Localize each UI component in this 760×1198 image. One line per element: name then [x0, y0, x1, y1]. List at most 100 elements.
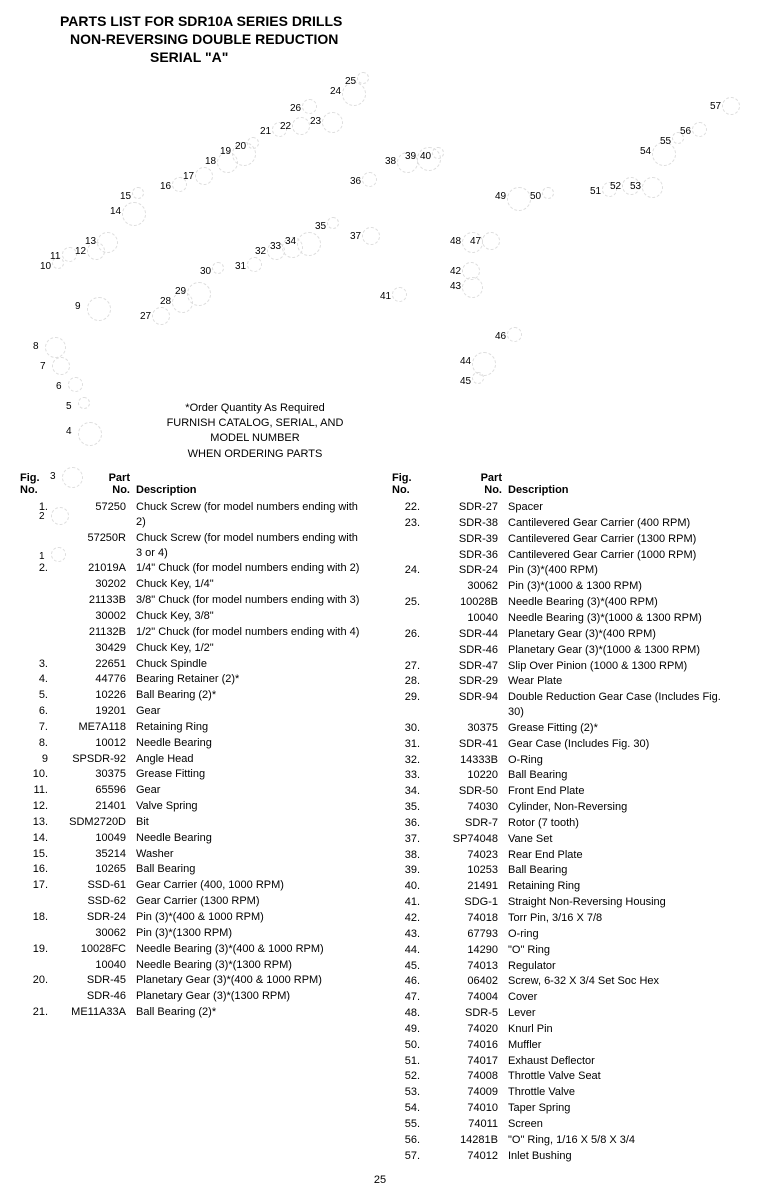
part-desc: O-ring — [508, 926, 740, 942]
part-desc: Cantilevered Gear Carrier (400 RPM) — [508, 515, 740, 531]
table-row: SDR-39Cantilevered Gear Carrier (1300 RP… — [392, 531, 740, 547]
table-row: 11.65596Gear — [20, 783, 368, 799]
table-row: 34.SDR-50Front End Plate — [392, 784, 740, 800]
part-no: SDR-38 — [434, 515, 508, 531]
part-no: 21133B — [62, 593, 136, 609]
part-shape — [482, 232, 500, 250]
part-no: 30202 — [62, 577, 136, 593]
callout-26: 26 — [290, 103, 301, 114]
part-no: 74020 — [434, 1021, 508, 1037]
part-no: 30375 — [434, 720, 508, 736]
callout-32: 32 — [255, 246, 266, 257]
part-no: SPSDR-92 — [62, 751, 136, 767]
fig-no — [392, 547, 434, 563]
table-row: 13.SDM2720DBit — [20, 814, 368, 830]
part-desc: Cantilevered Gear Carrier (1300 RPM) — [508, 531, 740, 547]
part-desc: Chuck Key, 3/8" — [136, 608, 368, 624]
fig-no: 39. — [392, 863, 434, 879]
table-row: 40.21491Retaining Ring — [392, 879, 740, 895]
part-desc: Planetary Gear (3)*(1300 RPM) — [136, 989, 368, 1005]
callout-44: 44 — [460, 356, 471, 367]
table-row: 24.SDR-24Pin (3)*(400 RPM) — [392, 563, 740, 579]
part-desc: Chuck Key, 1/2" — [136, 640, 368, 656]
part-desc: Knurl Pin — [508, 1021, 740, 1037]
table-row: 10040Needle Bearing (3)*(1300 RPM) — [20, 957, 368, 973]
part-desc: Cantilevered Gear Carrier (1000 RPM) — [508, 547, 740, 563]
fig-no: 37. — [392, 831, 434, 847]
part-desc: Wear Plate — [508, 674, 740, 690]
fig-no: 22. — [392, 500, 434, 516]
table-row: 16.10265Ball Bearing — [20, 862, 368, 878]
part-no: SDR-39 — [434, 531, 508, 547]
callout-29: 29 — [175, 286, 186, 297]
part-no: 10226 — [62, 688, 136, 704]
fig-no: 20. — [20, 973, 62, 989]
part-no: SDR-27 — [434, 500, 508, 516]
table-row: 51.74017Exhaust Deflector — [392, 1053, 740, 1069]
table-row: 56.14281B"O" Ring, 1/16 X 5/8 X 3/4 — [392, 1132, 740, 1148]
part-shape — [195, 167, 213, 185]
fig-no: 57. — [392, 1148, 434, 1164]
table-row: SDR-46Planetary Gear (3)*(1000 & 1300 RP… — [392, 642, 740, 658]
fig-no: 40. — [392, 879, 434, 895]
part-no: 30429 — [62, 640, 136, 656]
callout-55: 55 — [660, 136, 671, 147]
part-desc: Throttle Valve — [508, 1085, 740, 1101]
part-desc: Vane Set — [508, 831, 740, 847]
callout-16: 16 — [160, 181, 171, 192]
part-no: 14281B — [434, 1132, 508, 1148]
part-desc: Double Reduction Gear Case (Includes Fig… — [508, 690, 740, 721]
part-no: SDM2720D — [62, 814, 136, 830]
table-row: 46.06402Screw, 6-32 X 3/4 Set Soc Hex — [392, 974, 740, 990]
fig-no: 12. — [20, 799, 62, 815]
fig-no: 35. — [392, 800, 434, 816]
fig-no: 6. — [20, 704, 62, 720]
fig-no: 47. — [392, 990, 434, 1006]
fig-no: 44. — [392, 942, 434, 958]
part-no: SP74048 — [434, 831, 508, 847]
fig-no: 26. — [392, 626, 434, 642]
callout-48: 48 — [450, 236, 461, 247]
callout-30: 30 — [200, 266, 211, 277]
part-desc: Planetary Gear (3)*(1000 & 1300 RPM) — [508, 642, 740, 658]
callout-45: 45 — [460, 376, 471, 387]
fig-no: 52. — [392, 1069, 434, 1085]
part-no: 30002 — [62, 608, 136, 624]
part-no: 74030 — [434, 800, 508, 816]
part-desc: Valve Spring — [136, 799, 368, 815]
order-note-line-3: MODEL NUMBER — [135, 431, 375, 446]
part-desc: Gear — [136, 704, 368, 720]
part-shape — [292, 117, 310, 135]
part-no: 22651 — [62, 656, 136, 672]
part-no: SDR-36 — [434, 547, 508, 563]
fig-no: 32. — [392, 752, 434, 768]
table-row: 17.SSD-61Gear Carrier (400, 1000 RPM) — [20, 878, 368, 894]
fig-no — [20, 593, 62, 609]
part-desc: Regulator — [508, 958, 740, 974]
table-row: 3.22651Chuck Spindle — [20, 656, 368, 672]
parts-table-left: Fig.No. PartNo. Description 1.57250Chuck… — [20, 471, 368, 1164]
callout-6: 6 — [56, 381, 62, 392]
table-row: 33.10220Ball Bearing — [392, 768, 740, 784]
fig-no: 53. — [392, 1085, 434, 1101]
table-row: 32.14333BO-Ring — [392, 752, 740, 768]
part-shape — [247, 137, 259, 149]
table-row: 21133B3/8" Chuck (for model numbers endi… — [20, 593, 368, 609]
part-desc: Needle Bearing — [136, 830, 368, 846]
part-desc: Gear Case (Includes Fig. 30) — [508, 736, 740, 752]
fig-no: 4. — [20, 672, 62, 688]
fig-no — [20, 957, 62, 973]
part-desc: Angle Head — [136, 751, 368, 767]
ordering-note: *Order Quantity As Required FURNISH CATA… — [135, 401, 375, 463]
callout-23: 23 — [310, 116, 321, 127]
table-row: 53.74009Throttle Valve — [392, 1085, 740, 1101]
callout-22: 22 — [280, 121, 291, 132]
fig-no: 50. — [392, 1037, 434, 1053]
part-desc: Gear Carrier (1300 RPM) — [136, 894, 368, 910]
fig-no — [20, 640, 62, 656]
part-desc: Ball Bearing — [508, 768, 740, 784]
table-row: 38.74023Rear End Plate — [392, 847, 740, 863]
fig-no: 16. — [20, 862, 62, 878]
part-no: SDG-1 — [434, 895, 508, 911]
table-row: 7.ME7A118Retaining Ring — [20, 719, 368, 735]
